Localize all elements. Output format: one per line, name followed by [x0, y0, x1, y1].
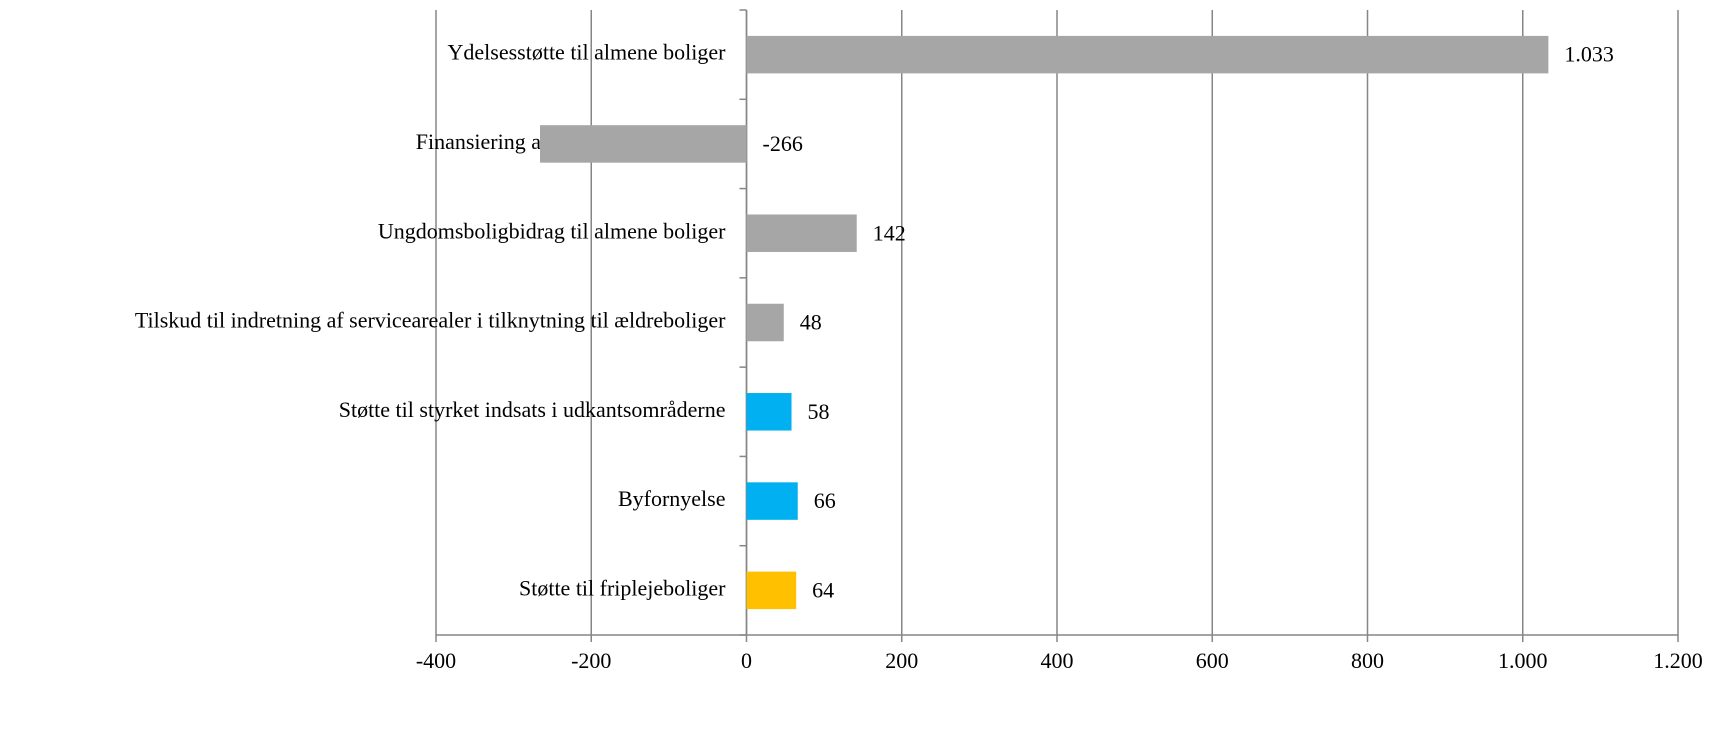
x-tick-label: 400: [1041, 648, 1074, 673]
x-tick-label: 1.000: [1498, 648, 1548, 673]
bar: [540, 125, 747, 163]
y-tick-label: Støtte til styrket indsats i udkantsområ…: [339, 397, 726, 422]
y-tick-label: Tilskud til indretning af servicearealer…: [135, 308, 726, 333]
value-label: 48: [800, 310, 822, 335]
value-label: 1.033: [1564, 42, 1614, 67]
y-tick-label: Ungdomsboligbidrag til almene boliger: [378, 218, 726, 243]
value-label: 142: [873, 220, 906, 245]
x-tick-label: 1.200: [1653, 648, 1703, 673]
x-tick-label: -400: [416, 648, 456, 673]
x-tick-label: -200: [571, 648, 611, 673]
value-label: 64: [812, 577, 834, 602]
value-label: 66: [814, 488, 836, 513]
bar: [746, 214, 857, 252]
x-tick-label: 800: [1351, 648, 1384, 673]
bar: [746, 303, 784, 342]
bar: [746, 571, 797, 610]
value-label: 58: [808, 399, 830, 424]
bar: [746, 393, 792, 431]
x-tick-label: 600: [1196, 648, 1229, 673]
x-tick-label: 200: [885, 648, 918, 673]
x-tick-label: 0: [741, 648, 752, 673]
value-label: -266: [763, 131, 803, 156]
bar: [746, 482, 798, 520]
y-tick-label: Byfornyelse: [618, 486, 726, 511]
y-tick-label: Ydelsesstøtte til almene boliger: [448, 40, 727, 65]
bar: [746, 35, 1549, 74]
y-tick-label: Støtte til friplejeboliger: [519, 575, 726, 600]
